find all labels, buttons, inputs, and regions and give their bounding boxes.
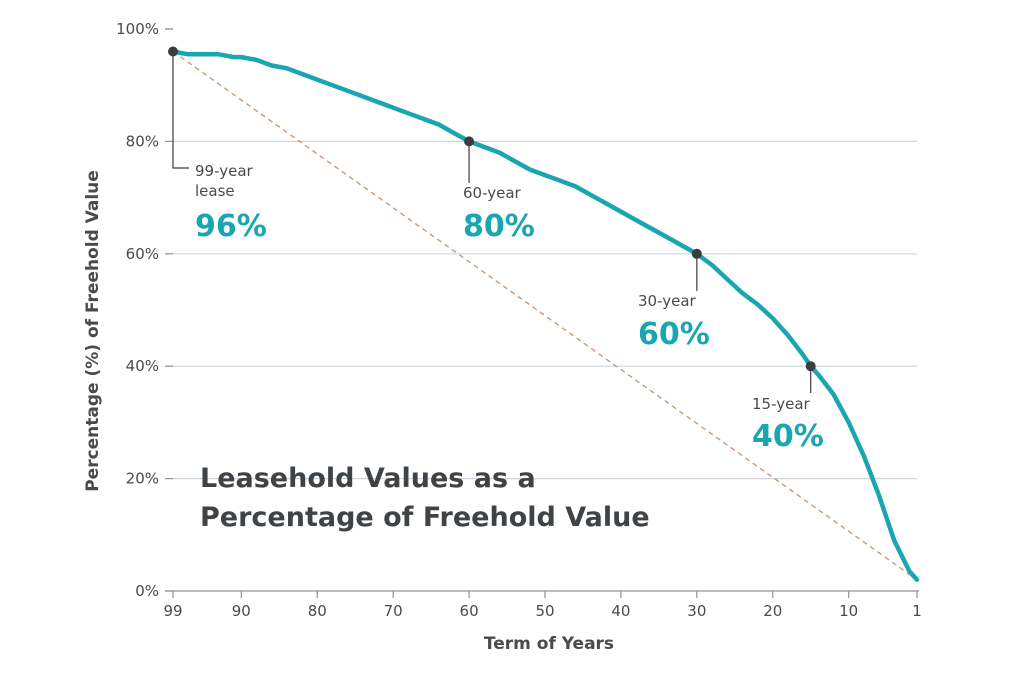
y-tick-label: 60% [126, 245, 159, 263]
y-axis-title: Percentage (%) of Freehold Value [83, 170, 103, 492]
chart-title-line-2: Percentage of Freehold Value [200, 502, 650, 533]
x-tick-label: 90 [232, 602, 251, 620]
y-tick-label: 100% [116, 20, 159, 38]
annotations: 99-year lease 96% 60-year 80% 30-year 60% 15-ye… [168, 46, 824, 454]
gridlines [173, 140, 917, 480]
x-tick-label: 80 [308, 602, 327, 620]
x-tick-label: 10 [839, 602, 858, 620]
dashed-reference-line [172, 50, 918, 581]
value-curve [170, 49, 920, 583]
annotation-leader [172, 51, 189, 169]
chart-title: Leasehold Values as a Percentage of Free… [200, 463, 650, 533]
annotation-99-year: 99-year lease 96% [168, 46, 267, 244]
annotation-label: 99-year [195, 162, 254, 180]
x-tick-label: 30 [687, 602, 706, 620]
annotation-value: 60% [638, 317, 710, 352]
chart-title-line-1: Leasehold Values as a [200, 463, 536, 494]
x-axis-title: Term of Years [484, 634, 614, 654]
annotation-label: lease [195, 182, 235, 200]
x-tick-label: 50 [535, 602, 554, 620]
y-tick-label: 20% [126, 470, 159, 488]
y-tick-label: 0% [135, 582, 159, 600]
y-tick-label: 80% [126, 132, 159, 150]
x-tick-label: 60 [460, 602, 479, 620]
y-axis-ticks: 0% 20% 40% 60% 80% 100% [116, 20, 173, 600]
y-tick-label: 40% [126, 357, 159, 375]
x-axis-ticks: 99 90 80 70 60 50 40 30 20 10 1 [163, 591, 922, 620]
data-point-marker [691, 248, 702, 259]
annotation-value: 80% [463, 209, 535, 244]
linear-reference [172, 50, 918, 581]
x-tick-label: 20 [763, 602, 782, 620]
annotation-value: 40% [752, 419, 824, 454]
annotation-15-year: 15-year 40% [752, 361, 824, 454]
x-tick-label: 70 [384, 602, 403, 620]
x-tick-label: 40 [611, 602, 630, 620]
annotation-30-year: 30-year 60% [638, 248, 710, 352]
x-tick-label: 1 [912, 602, 922, 620]
annotation-60-year: 60-year 80% [463, 136, 535, 244]
annotation-label: 30-year [638, 292, 697, 310]
annotation-label: 15-year [752, 395, 811, 413]
annotation-label: 60-year [463, 184, 522, 202]
x-tick-label: 99 [163, 602, 182, 620]
series-line [170, 49, 920, 583]
data-point-marker [464, 136, 475, 147]
annotation-value: 96% [195, 209, 267, 244]
data-point-marker [168, 46, 178, 57]
data-point-marker [805, 361, 816, 372]
